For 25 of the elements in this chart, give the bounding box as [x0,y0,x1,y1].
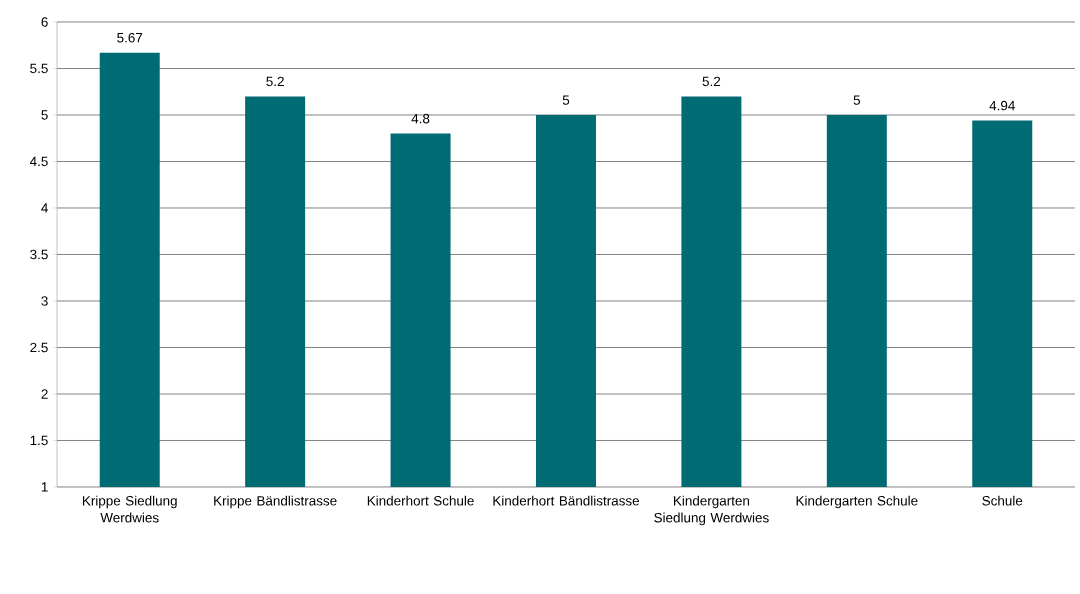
data-label: 4.8 [411,113,430,124]
data-label: 5 [562,95,570,105]
x-tick-label: Krippe Siedlung Werdwies [82,495,177,523]
x-tick-label: Kinderhort Bändlistrasse [493,495,639,506]
data-label: 5.2 [266,76,284,87]
y-tick-label: 2.5 [30,342,48,353]
data-label: 4.94 [989,100,1015,111]
y-tick-label: 5 [41,110,48,120]
data-label: 5.67 [117,32,143,43]
x-tick-label: Kinderhort Schule [367,495,474,506]
y-tick-label: 3 [41,296,48,306]
y-tick-label: 1.5 [30,435,48,446]
x-tick-label: Kindergarten Siedlung Werdwies [654,495,769,526]
x-tick-label: Schule [982,495,1023,506]
y-tick-label: 1 [41,482,48,492]
data-label: 5 [853,95,861,105]
y-tick-label: 6 [41,17,48,27]
x-tick-label: Krippe Bändlistrasse [214,495,337,509]
y-tick-label: 2 [41,389,48,399]
x-tick-label: Kindergarten Schule [796,495,918,509]
y-tick-label: 4.5 [29,156,48,167]
data-label: 5.2 [702,76,721,87]
y-tick-label: 3.5 [30,249,48,260]
y-tick-label: 4 [41,203,48,213]
y-tick-label: 5.5 [30,63,48,74]
